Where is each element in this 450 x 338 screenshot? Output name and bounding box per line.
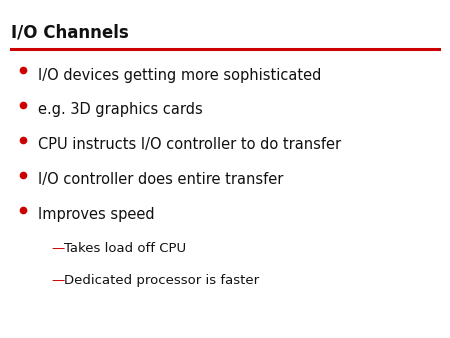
Text: e.g. 3D graphics cards: e.g. 3D graphics cards: [38, 102, 203, 117]
Text: —: —: [52, 242, 65, 255]
Text: I/O Channels: I/O Channels: [11, 24, 129, 42]
Text: CPU instructs I/O controller to do transfer: CPU instructs I/O controller to do trans…: [38, 137, 342, 152]
Text: I/O devices getting more sophisticated: I/O devices getting more sophisticated: [38, 68, 322, 82]
Text: Improves speed: Improves speed: [38, 207, 155, 222]
Text: I/O controller does entire transfer: I/O controller does entire transfer: [38, 172, 284, 187]
Text: Takes load off CPU: Takes load off CPU: [64, 242, 186, 255]
Text: —: —: [52, 274, 65, 287]
Text: Dedicated processor is faster: Dedicated processor is faster: [64, 274, 260, 287]
